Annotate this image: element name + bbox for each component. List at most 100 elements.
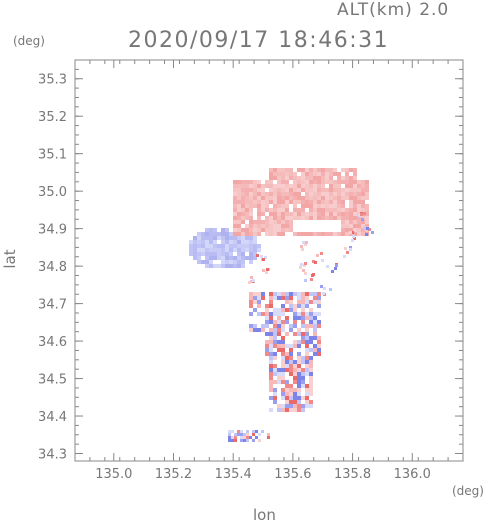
radar-cell	[257, 312, 261, 316]
radar-cell	[253, 292, 257, 296]
radar-cell	[245, 208, 249, 212]
radar-cell	[289, 196, 293, 200]
radar-cell	[337, 188, 341, 192]
radar-cell	[269, 212, 273, 216]
radar-cell	[361, 192, 365, 196]
radar-cell	[281, 296, 285, 300]
radar-cell	[305, 188, 309, 192]
radar-cell	[245, 200, 249, 204]
radar-cell	[321, 176, 325, 180]
radar-cell	[301, 356, 305, 360]
radar-cell	[249, 304, 253, 308]
radar-cell	[317, 336, 321, 340]
radar-cell	[357, 216, 361, 220]
radar-cell	[285, 296, 289, 300]
radar-cell	[277, 176, 281, 180]
radar-cell	[269, 188, 273, 192]
radar-cell	[357, 228, 361, 232]
radar-cell	[345, 188, 349, 192]
radar-cell	[305, 400, 309, 404]
radar-cell	[281, 380, 285, 384]
radar-cell	[301, 368, 305, 372]
radar-cell	[337, 172, 341, 176]
radar-cell	[205, 248, 209, 252]
radar-cell	[341, 192, 345, 196]
radar-cell	[329, 168, 333, 172]
radar-cell	[273, 292, 277, 296]
radar-cell	[313, 208, 317, 212]
radar-cell	[313, 320, 317, 324]
radar-cell	[241, 192, 245, 196]
radar-cell	[301, 308, 305, 312]
radar-cell	[289, 328, 293, 332]
radar-cell	[257, 300, 261, 304]
radar-cell	[317, 304, 321, 308]
radar-cell	[301, 208, 305, 212]
radar-cell	[361, 220, 365, 224]
radar-cell	[193, 236, 197, 240]
radar-cell	[262, 258, 265, 261]
radar-cell	[293, 312, 297, 316]
radar-cell	[237, 192, 241, 196]
radar-cell	[257, 232, 261, 236]
radar-cell	[325, 196, 329, 200]
radar-cell	[337, 216, 341, 220]
radar-cell	[313, 196, 317, 200]
radar-cell	[301, 296, 305, 300]
radar-cell	[277, 324, 281, 328]
radar-cell	[305, 312, 309, 316]
radar-cell	[240, 439, 243, 442]
radar-cell	[305, 364, 309, 368]
radar-cell	[229, 256, 233, 260]
radar-cell	[273, 184, 277, 188]
radar-cell	[293, 396, 297, 400]
radar-cell	[285, 188, 289, 192]
radar-cell	[249, 196, 253, 200]
radar-cell	[281, 392, 285, 396]
radar-cell	[365, 208, 369, 212]
radar-cell	[281, 200, 285, 204]
radar-cell	[341, 188, 345, 192]
radar-cell	[293, 316, 297, 320]
radar-cell	[297, 360, 301, 364]
radar-cell	[273, 352, 277, 356]
radar-cell	[353, 204, 357, 208]
radar-cell	[305, 316, 309, 320]
radar-cell	[297, 388, 301, 392]
radar-cell	[333, 184, 337, 188]
radar-cell	[249, 252, 253, 256]
radar-cell	[309, 180, 313, 184]
radar-cell	[246, 430, 249, 433]
radar-cell	[269, 228, 273, 232]
radar-cell	[309, 388, 313, 392]
radar-cell	[341, 228, 345, 232]
radar-cell	[289, 324, 293, 328]
radar-cell	[321, 192, 325, 196]
radar-cell	[297, 200, 301, 204]
radar-cell	[325, 212, 329, 216]
radar-cell	[253, 236, 257, 240]
radar-cell	[269, 352, 273, 356]
radar-cell	[269, 196, 273, 200]
radar-cell	[313, 184, 317, 188]
radar-cell	[349, 231, 352, 234]
radar-cell	[301, 172, 305, 176]
radar-cell	[334, 267, 337, 270]
radar-cell	[221, 228, 225, 232]
radar-cell	[252, 430, 255, 433]
radar-cell	[321, 196, 325, 200]
radar-cell	[277, 408, 281, 412]
radar-cell	[321, 168, 325, 172]
y-tick-label: 34.6	[38, 335, 67, 350]
radar-cell	[309, 324, 313, 328]
radar-cell	[322, 292, 325, 295]
radar-cell	[317, 292, 321, 296]
radar-cell	[289, 396, 293, 400]
radar-cell	[241, 256, 245, 260]
radar-cell	[281, 204, 285, 208]
radar-cell	[277, 200, 281, 204]
radar-cell	[225, 264, 229, 268]
radar-cell	[205, 264, 209, 268]
radar-cell	[341, 212, 345, 216]
radar-cell	[269, 384, 273, 388]
